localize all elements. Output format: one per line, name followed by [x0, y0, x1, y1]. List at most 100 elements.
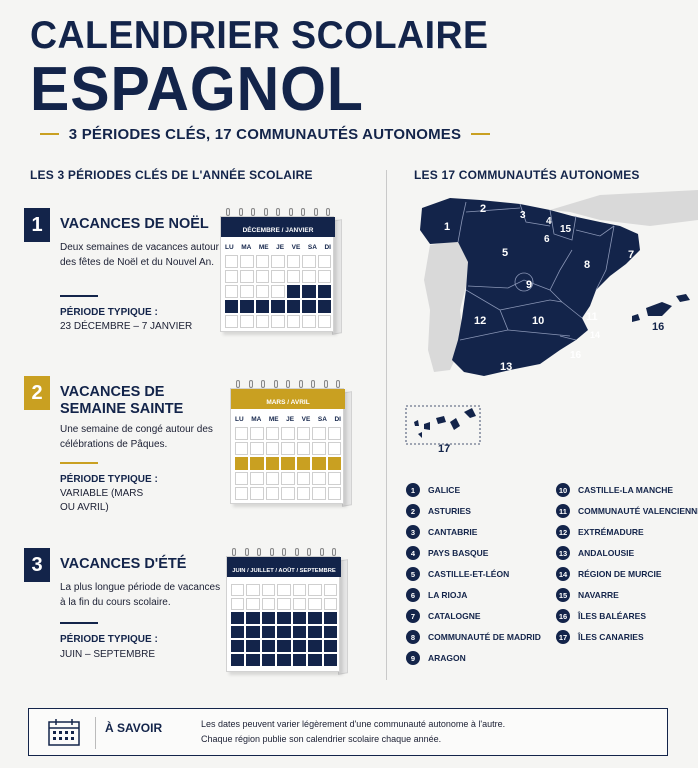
calendar-cell	[296, 442, 311, 455]
canary-inset-frame	[405, 405, 481, 445]
calendar-rings	[232, 548, 336, 556]
legend-number: 16	[556, 609, 570, 623]
period-label: PÉRIODE TYPIQUE :	[60, 634, 158, 645]
calendar-cell	[265, 427, 280, 440]
legend-label: COMMUNAUTÉ DE MADRID	[428, 632, 541, 642]
calendar-cell	[261, 598, 276, 610]
calendar-cell	[277, 598, 291, 610]
legend-number: 5	[406, 567, 420, 581]
period-holy-week: 2 VACANCES DE SEMAINE SAINTE Une semaine…	[24, 376, 354, 526]
legend-label: RÉGION DE MURCIE	[578, 569, 662, 579]
calendar-cell	[317, 315, 331, 328]
legend-label: ANDALOUSIE	[578, 548, 635, 558]
legend-label: COMMUNAUTÉ VALENCIENNE	[578, 506, 698, 516]
legend-number: 2	[406, 504, 420, 518]
calendar-cell	[308, 612, 322, 624]
region-label-9: 9	[526, 279, 532, 291]
legend-item: 2 ASTURIES	[406, 504, 471, 518]
calendar-cell	[246, 598, 260, 610]
legend-label: ASTURIES	[428, 506, 471, 516]
calendar-cell	[281, 457, 295, 470]
region-label-13: 13	[500, 361, 512, 373]
calendar-cell	[296, 457, 311, 470]
info-text: Les dates peuvent varier légèrement d'un…	[201, 717, 505, 747]
period-number: 3	[24, 548, 50, 582]
calendar-cell	[323, 626, 337, 638]
calendar-cell	[317, 270, 331, 283]
calendar-cell	[312, 487, 326, 500]
calendar-icon	[48, 719, 80, 746]
calendar-cell	[327, 472, 341, 485]
calendar-cell	[292, 654, 307, 666]
calendar-cell	[286, 270, 301, 283]
balearic-label: 16	[652, 321, 664, 333]
calendar-cell	[231, 612, 245, 624]
calendar-cell	[235, 427, 249, 440]
calendar-cell	[277, 612, 291, 624]
calendar-cell	[265, 472, 280, 485]
calendar-cell	[240, 315, 254, 328]
legend-label: ÎLES CANARIES	[578, 632, 644, 642]
period-number: 2	[24, 376, 50, 410]
legend-label: CANTABRIE	[428, 527, 478, 537]
calendar-cell	[250, 487, 264, 500]
legend-item: 5 CASTILLE-ET-LÉON	[406, 567, 509, 581]
canary-label: 17	[438, 443, 450, 455]
calendar-cell	[240, 300, 254, 313]
calendar-cell	[250, 427, 264, 440]
calendar-cell	[255, 270, 270, 283]
calendar-cell	[255, 315, 270, 328]
region-label-3: 3	[520, 210, 526, 221]
region-label-6: 6	[544, 234, 550, 245]
calendar-summer: JUIN / JUILLET / AOÛT / SEPTEMBRE	[226, 548, 348, 678]
calendar-cell	[302, 285, 316, 298]
legend-number: 17	[556, 630, 570, 644]
balearic-island-major	[646, 302, 672, 316]
calendar-cell	[261, 654, 276, 666]
calendar-header: JUIN / JUILLET / AOÛT / SEPTEMBRE	[227, 557, 341, 577]
calendar-cell	[225, 300, 239, 313]
calendar-cell	[231, 584, 245, 596]
calendar-cell	[231, 626, 245, 638]
legend-item: 8 COMMUNAUTÉ DE MADRID	[406, 630, 541, 644]
legend-label: CATALOGNE	[428, 611, 481, 621]
legend-item: 12 EXTRÉMADURE	[556, 525, 644, 539]
calendar-cell	[277, 626, 291, 638]
region-label-12: 12	[474, 315, 486, 327]
calendar-cell	[265, 442, 280, 455]
calendar-cell	[225, 270, 239, 283]
calendar-cell	[271, 285, 285, 298]
calendar-cell	[246, 654, 260, 666]
calendar-cell	[327, 487, 341, 500]
period-description: Deux semaines de vacances autour des fêt…	[60, 242, 219, 268]
region-label-7: 7	[628, 249, 634, 261]
period-title: VACANCES D'ÉTÉ	[60, 556, 187, 572]
legend-label: EXTRÉMADURE	[578, 527, 644, 537]
legend-label: CASTILLE-ET-LÉON	[428, 569, 510, 579]
subtitle-row: 3 PÉRIODES CLÉS, 17 COMMUNAUTÉS AUTONOME…	[40, 124, 490, 144]
legend-item: 10 CASTILLE-LA MANCHE	[556, 483, 673, 497]
calendar-cell	[286, 285, 301, 298]
legend-item: 9 ARAGON	[406, 651, 466, 665]
calendar-cell	[240, 270, 254, 283]
legend-item: 15 NAVARRE	[556, 588, 619, 602]
calendar-cell	[246, 626, 260, 638]
calendar-rings	[226, 208, 330, 216]
period-label: PÉRIODE TYPIQUE :	[60, 474, 158, 485]
calendar-cell	[286, 300, 301, 313]
legend-label: NAVARRE	[578, 590, 619, 600]
calendar-cell	[246, 612, 260, 624]
calendar-cell	[286, 255, 301, 268]
calendar-cell	[308, 584, 322, 596]
calendar-cell	[323, 612, 337, 624]
calendar-cell	[296, 427, 311, 440]
calendar-cell	[235, 442, 249, 455]
subtitle-rule-right	[471, 133, 490, 135]
calendar-cell	[292, 598, 307, 610]
spain-map: 1 2 3 4 5 6 7 8 9 10 11 12 13 14 15 16 1…	[400, 190, 698, 460]
calendar-cell	[286, 315, 301, 328]
calendar-cell	[292, 626, 307, 638]
period-description: La plus longue période de vacances à la …	[60, 582, 221, 608]
calendar-cell	[235, 487, 249, 500]
calendar-cell	[281, 442, 295, 455]
